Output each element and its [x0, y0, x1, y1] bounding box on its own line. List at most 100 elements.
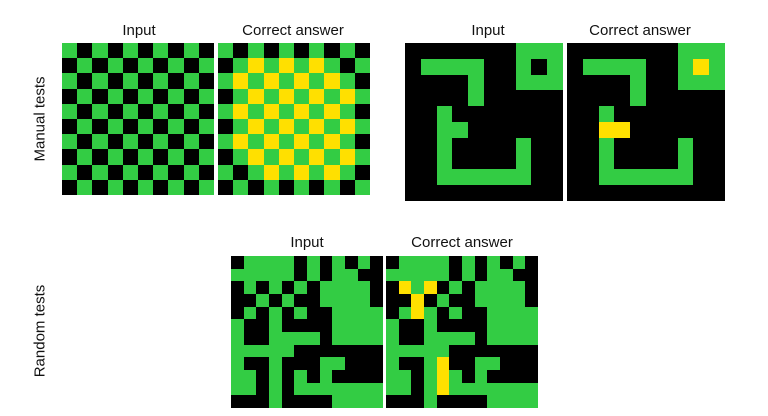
- black-cell: [499, 122, 517, 139]
- green-cell: [248, 164, 265, 181]
- black-cell: [449, 344, 463, 358]
- green-cell: [398, 306, 412, 320]
- black-cell: [107, 134, 124, 150]
- black-cell: [183, 179, 200, 196]
- black-cell: [499, 90, 517, 107]
- green-cell: [231, 370, 245, 384]
- black-cell: [567, 122, 584, 139]
- black-cell: [77, 164, 93, 181]
- black-cell: [281, 395, 295, 409]
- green-cell: [183, 134, 200, 150]
- black-cell: [281, 319, 295, 333]
- manual-tests-label: Manual tests: [31, 76, 49, 162]
- black-cell: [248, 179, 265, 196]
- black-cell: [661, 58, 679, 76]
- green-cell: [500, 382, 514, 396]
- yellow-cell: [411, 294, 425, 308]
- black-cell: [630, 43, 647, 60]
- green-cell: [462, 382, 476, 396]
- black-cell: [77, 73, 93, 90]
- green-cell: [269, 256, 283, 270]
- black-cell: [153, 58, 169, 74]
- black-cell: [405, 122, 422, 139]
- green-cell: [512, 306, 526, 320]
- black-cell: [614, 137, 631, 155]
- black-cell: [198, 103, 215, 120]
- black-cell: [281, 370, 295, 384]
- green-cell: [218, 73, 234, 90]
- random-answer-label: Correct answer: [411, 234, 513, 251]
- green-cell: [386, 357, 400, 371]
- black-cell: [693, 169, 710, 186]
- black-cell: [525, 256, 539, 270]
- green-cell: [183, 73, 200, 90]
- green-cell: [198, 179, 215, 196]
- green-cell: [598, 58, 615, 76]
- green-cell: [693, 43, 710, 60]
- green-cell: [243, 344, 257, 358]
- black-cell: [138, 134, 154, 150]
- green-cell: [354, 58, 371, 74]
- black-cell: [405, 74, 422, 91]
- black-cell: [614, 90, 631, 107]
- green-cell: [231, 332, 245, 346]
- green-cell: [436, 332, 450, 346]
- green-cell: [515, 74, 532, 91]
- green-cell: [339, 164, 356, 181]
- yellow-cell: [263, 103, 280, 120]
- black-cell: [138, 43, 154, 59]
- black-cell: [243, 319, 257, 333]
- green-cell: [709, 43, 726, 60]
- green-cell: [231, 268, 245, 282]
- green-cell: [168, 88, 185, 105]
- green-cell: [500, 332, 514, 346]
- green-cell: [218, 134, 234, 150]
- black-cell: [709, 153, 726, 170]
- black-cell: [436, 43, 453, 60]
- green-cell: [278, 73, 295, 90]
- green-cell: [218, 164, 234, 181]
- green-cell: [77, 88, 93, 105]
- green-cell: [547, 74, 564, 91]
- green-cell: [424, 306, 438, 320]
- black-cell: [386, 395, 400, 409]
- green-cell: [709, 58, 726, 76]
- black-cell: [474, 319, 488, 333]
- green-cell: [411, 344, 425, 358]
- black-cell: [256, 357, 270, 371]
- black-cell: [281, 382, 295, 396]
- green-cell: [462, 332, 476, 346]
- green-cell: [512, 294, 526, 308]
- green-cell: [500, 268, 514, 282]
- yellow-cell: [398, 281, 412, 295]
- yellow-cell: [233, 103, 249, 120]
- black-cell: [183, 58, 200, 74]
- green-cell: [500, 306, 514, 320]
- black-cell: [263, 43, 280, 59]
- black-cell: [420, 74, 438, 91]
- yellow-cell: [614, 122, 631, 139]
- black-cell: [411, 319, 425, 333]
- black-cell: [92, 88, 109, 105]
- black-cell: [474, 306, 488, 320]
- green-cell: [525, 306, 539, 320]
- green-cell: [168, 58, 185, 74]
- black-cell: [198, 134, 215, 150]
- black-cell: [243, 357, 257, 371]
- black-cell: [243, 332, 257, 346]
- black-cell: [122, 88, 139, 105]
- black-cell: [499, 106, 517, 123]
- black-cell: [405, 90, 422, 107]
- black-cell: [168, 134, 185, 150]
- green-cell: [398, 370, 412, 384]
- green-cell: [269, 268, 283, 282]
- green-cell: [324, 149, 341, 166]
- black-cell: [420, 43, 438, 60]
- green-cell: [269, 281, 283, 295]
- black-cell: [567, 185, 584, 202]
- black-cell: [449, 357, 463, 371]
- black-cell: [525, 294, 539, 308]
- black-cell: [531, 90, 548, 107]
- black-cell: [484, 58, 501, 76]
- green-cell: [474, 294, 488, 308]
